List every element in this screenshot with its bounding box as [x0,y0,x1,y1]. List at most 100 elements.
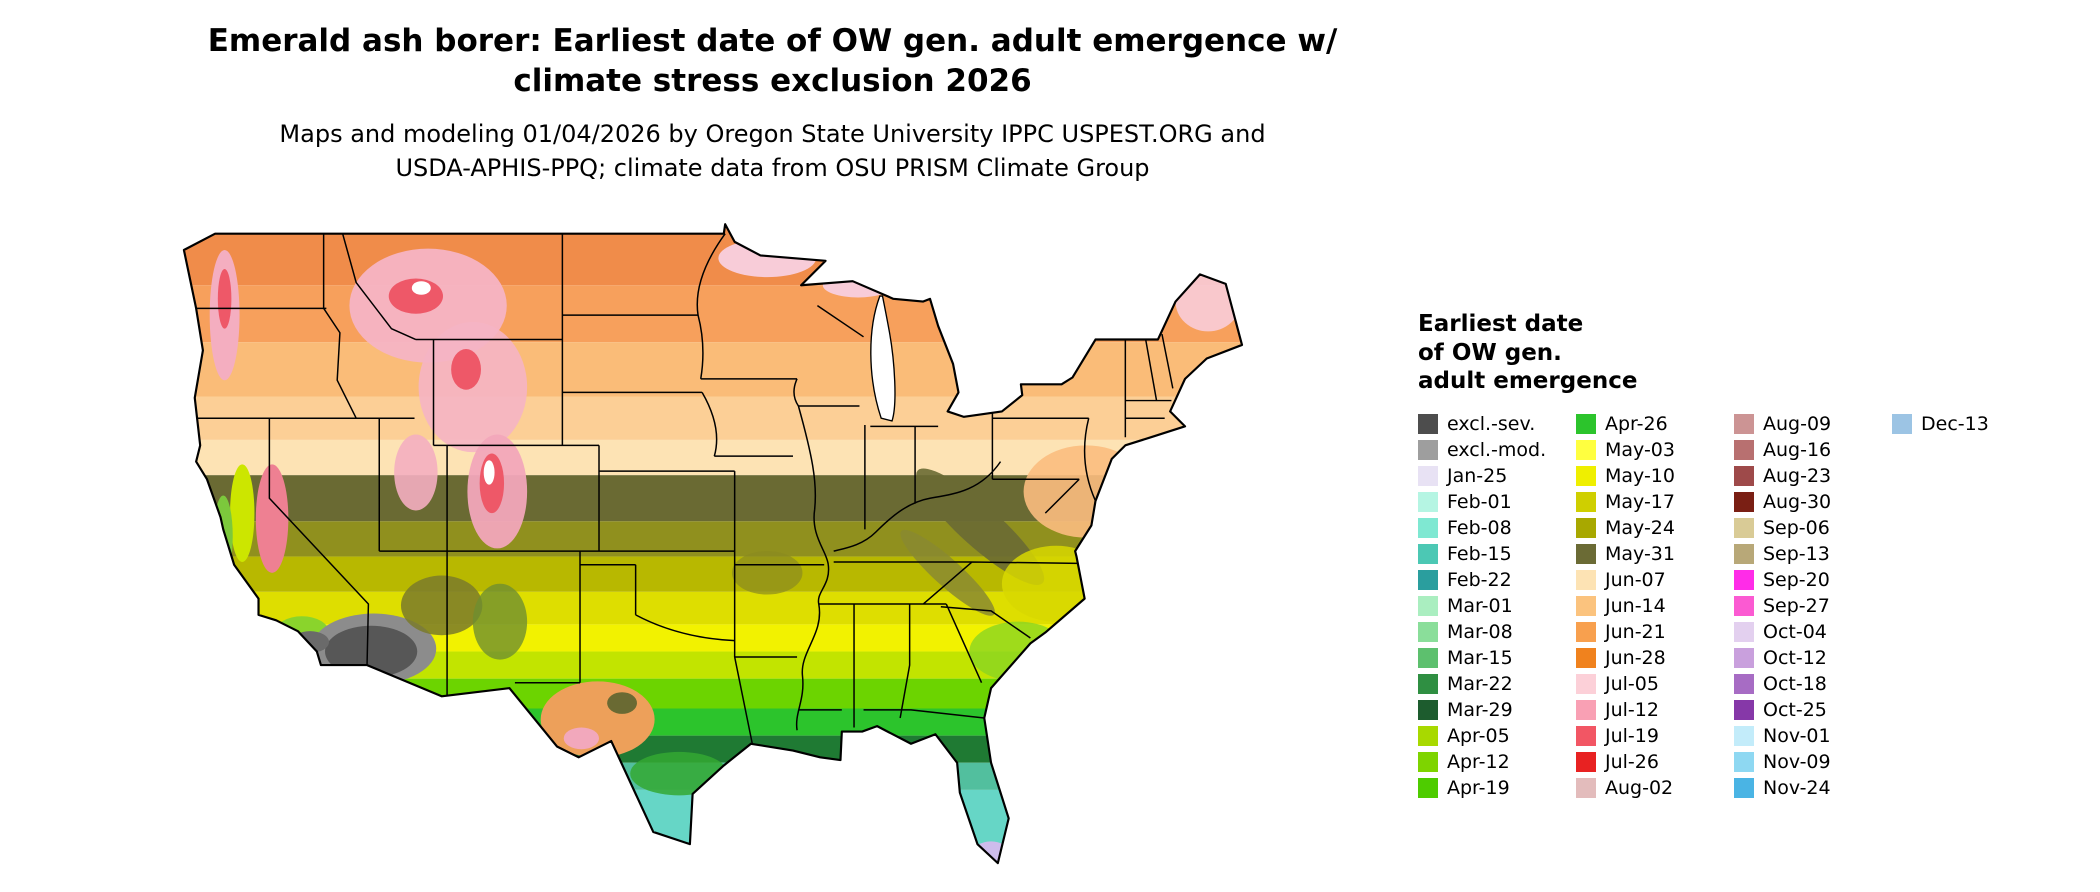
legend-entry: Nov-24 [1734,775,1892,801]
legend-label: Feb-22 [1447,568,1512,591]
legend-label: Oct-12 [1763,646,1827,669]
legend-entry: Oct-12 [1734,645,1892,671]
legend-label: excl.-mod. [1447,438,1547,461]
legend-swatch [1418,543,1438,564]
legend-swatch [1576,543,1596,564]
legend-swatch [1734,751,1754,772]
legend-entry: Sep-27 [1734,593,1892,619]
legend-entry: Apr-26 [1576,411,1734,437]
legend-swatch [1734,569,1754,590]
legend-label: Jun-14 [1605,594,1666,617]
legend-column-3: Aug-09 Aug-16 Aug-23 Aug-30 Sep-06 Sep-13 Sep-… [1734,411,1892,801]
legend-swatch [1576,595,1596,616]
legend-swatch [1734,647,1754,668]
legend-entry: Mar-22 [1418,671,1576,697]
legend-label: Aug-02 [1605,776,1674,799]
legend-swatch [1576,569,1596,590]
legend-label: Apr-19 [1447,776,1510,799]
legend-swatch [1892,413,1912,434]
legend-entry: Jul-26 [1576,749,1734,775]
legend-label: Mar-01 [1447,594,1513,617]
legend-label: Apr-05 [1447,724,1510,747]
legend-swatch [1576,439,1596,460]
legend-label: Mar-08 [1447,620,1513,643]
legend-label: Sep-27 [1763,594,1830,617]
legend-swatch [1576,465,1596,486]
legend-entry: Apr-19 [1418,775,1576,801]
map-header: Emerald ash borer: Earliest date of OW g… [0,22,1545,186]
legend-label: Feb-01 [1447,490,1512,513]
legend-entry: Aug-16 [1734,437,1892,463]
legend-entry: Dec-13 [1892,411,2012,437]
legend-swatch [1418,673,1438,694]
legend-label: Mar-29 [1447,698,1513,721]
legend-label: Aug-09 [1763,412,1832,435]
legend-entry: Nov-01 [1734,723,1892,749]
legend-entry: Mar-01 [1418,593,1576,619]
legend-swatch [1418,725,1438,746]
legend-label: Aug-30 [1763,490,1832,513]
legend-swatch [1576,647,1596,668]
legend-swatch [1576,517,1596,538]
legend-label: May-24 [1605,516,1675,539]
legend-entry: Jun-21 [1576,619,1734,645]
legend-column-4: Dec-13 [1892,411,2012,801]
legend-entry: May-10 [1576,463,1734,489]
legend-entry: Sep-06 [1734,515,1892,541]
legend: Earliest date of OW gen. adult emergence… [1418,310,2012,801]
legend-entry: Apr-05 [1418,723,1576,749]
legend-entry: May-24 [1576,515,1734,541]
legend-entry: Aug-23 [1734,463,1892,489]
legend-swatch [1418,413,1438,434]
legend-label: May-31 [1605,542,1675,565]
legend-entry: Jun-28 [1576,645,1734,671]
legend-swatch [1576,777,1596,798]
subtitle-line1: Maps and modeling 01/04/2026 by Oregon S… [279,120,1266,149]
legend-swatch [1734,725,1754,746]
legend-entry: Mar-08 [1418,619,1576,645]
legend-swatch [1576,621,1596,642]
legend-entry: Sep-13 [1734,541,1892,567]
us-outline [182,223,1244,865]
legend-label: Oct-04 [1763,620,1827,643]
legend-swatch [1576,491,1596,512]
legend-label: Dec-13 [1921,412,1989,435]
legend-swatch [1418,491,1438,512]
legend-swatch [1734,465,1754,486]
legend-column-1: excl.-sev. excl.-mod. Jan-25 Feb-01 Feb-08 Fe… [1418,411,1576,801]
legend-swatch [1418,777,1438,798]
legend-entry: May-31 [1576,541,1734,567]
legend-swatch [1734,673,1754,694]
legend-swatch [1734,621,1754,642]
page-title-line2: climate stress exclusion 2026 [513,62,1032,99]
us-map-svg [182,223,1244,865]
legend-swatch [1418,465,1438,486]
legend-label: Nov-09 [1763,750,1831,773]
legend-label: Apr-26 [1605,412,1668,435]
legend-entry: Jun-07 [1576,567,1734,593]
legend-label: Jul-19 [1605,724,1659,747]
legend-entry: Mar-29 [1418,697,1576,723]
legend-entry: Jul-05 [1576,671,1734,697]
legend-title: Earliest date of OW gen. adult emergence [1418,310,2012,396]
legend-swatch [1576,725,1596,746]
subtitle-line2: USDA-APHIS-PPQ; climate data from OSU PR… [395,154,1150,183]
legend-label: Jul-12 [1605,698,1659,721]
legend-swatch [1734,491,1754,512]
legend-entry: Feb-22 [1418,567,1576,593]
legend-label: excl.-sev. [1447,412,1536,435]
legend-entry: Aug-02 [1576,775,1734,801]
legend-label: Sep-06 [1763,516,1830,539]
legend-entry: Jul-19 [1576,723,1734,749]
legend-swatch [1418,621,1438,642]
river-borders [635,233,1097,731]
legend-entry: Aug-30 [1734,489,1892,515]
legend-swatch [1418,647,1438,668]
legend-entry: Feb-15 [1418,541,1576,567]
legend-swatch [1418,439,1438,460]
lake-michigan [870,295,896,422]
legend-label: Mar-15 [1447,646,1513,669]
page-title-line1: Emerald ash borer: Earliest date of OW g… [207,23,1338,59]
state-borders [194,233,1174,744]
